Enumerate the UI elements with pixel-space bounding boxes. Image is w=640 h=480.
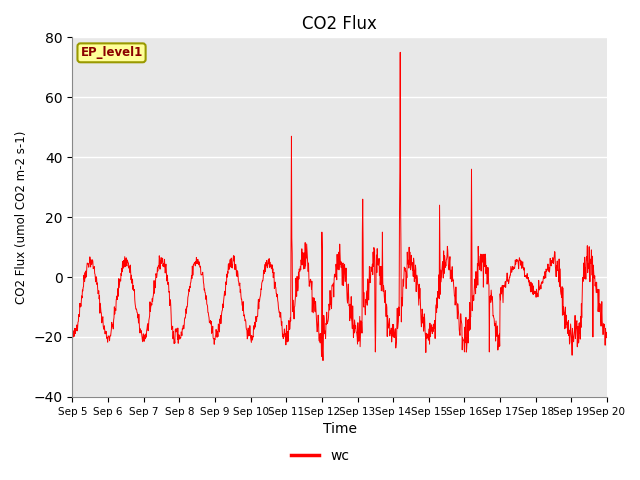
Legend: wc: wc — [285, 443, 355, 468]
Y-axis label: CO2 Flux (umol CO2 m-2 s-1): CO2 Flux (umol CO2 m-2 s-1) — [15, 131, 28, 304]
Text: EP_level1: EP_level1 — [81, 47, 143, 60]
Title: CO2 Flux: CO2 Flux — [302, 15, 377, 33]
X-axis label: Time: Time — [323, 422, 356, 436]
